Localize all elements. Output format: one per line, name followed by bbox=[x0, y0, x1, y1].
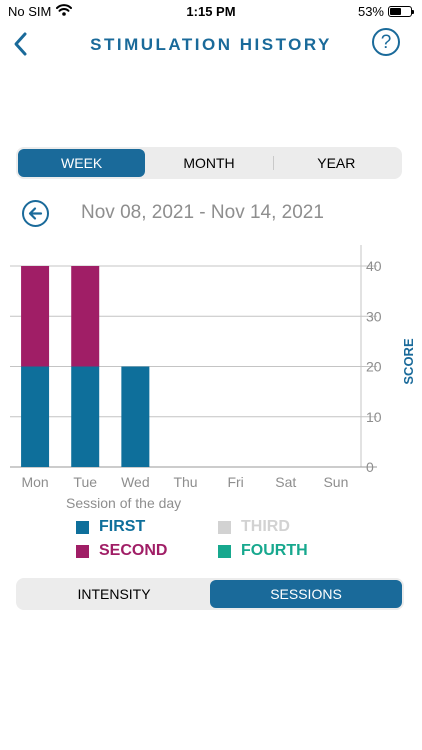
legend-swatch-third bbox=[218, 520, 231, 534]
date-range-row: Nov 08, 2021 - Nov 14, 2021 bbox=[22, 198, 402, 230]
period-segmented-control: WEEK MONTH YEAR bbox=[16, 147, 402, 179]
page-title: STIMULATION HISTORY bbox=[90, 35, 332, 54]
legend-swatch-fourth bbox=[218, 544, 231, 558]
x-tick-label: Wed bbox=[121, 474, 150, 490]
y-tick-label: 0 bbox=[366, 459, 374, 475]
arrow-left-circle-icon[interactable] bbox=[22, 200, 49, 227]
date-range-label: Nov 08, 2021 - Nov 14, 2021 bbox=[81, 202, 324, 223]
bar-first-wed bbox=[121, 366, 150, 467]
legend-item-first: FIRST bbox=[76, 518, 145, 536]
x-tick-label: Sat bbox=[275, 474, 296, 490]
wifi-icon bbox=[56, 4, 73, 19]
sessions-chart: 0 10 20 30 40 SCORE Mon Tue Wed Thu Fri Sat Sun Sessi… bbox=[0, 240, 422, 515]
tab-sessions[interactable]: SESSIONS bbox=[210, 580, 402, 608]
legend-label-first: FIRST bbox=[99, 518, 146, 535]
tab-week-label: WEEK bbox=[61, 155, 103, 171]
tab-year-label: YEAR bbox=[317, 155, 356, 171]
chart-svg: 0 10 20 30 40 SCORE Mon Tue Wed Thu Fri Sat Sun Sessi… bbox=[10, 245, 416, 511]
x-tick-label: Sun bbox=[323, 474, 348, 490]
tab-intensity[interactable]: INTENSITY bbox=[18, 580, 210, 608]
status-left: No SIM bbox=[8, 4, 73, 19]
legend-label-third: THIRD bbox=[241, 518, 290, 535]
x-axis-title: Session of the day bbox=[66, 495, 181, 511]
legend: FIRST THIRD SECOND FOURTH bbox=[76, 518, 356, 562]
mode-segmented-control: INTENSITY SESSIONS bbox=[16, 578, 404, 610]
bar-first-tue bbox=[71, 366, 100, 467]
tab-intensity-label: INTENSITY bbox=[77, 586, 151, 602]
help-icon[interactable]: ? bbox=[372, 28, 400, 56]
tab-year[interactable]: YEAR bbox=[272, 149, 400, 177]
bar-first-mon bbox=[21, 366, 50, 467]
x-tick-label: Thu bbox=[173, 474, 197, 490]
status-time: 1:15 PM bbox=[186, 4, 236, 19]
battery-icon bbox=[388, 6, 414, 17]
legend-label-fourth: FOURTH bbox=[241, 542, 308, 559]
x-tick-label: Tue bbox=[73, 474, 97, 490]
y-axis-title: SCORE bbox=[401, 338, 416, 385]
y-tick-label: 30 bbox=[366, 308, 382, 324]
x-tick-label: Mon bbox=[21, 474, 48, 490]
y-tick-label: 20 bbox=[366, 359, 382, 375]
chevron-left-icon[interactable] bbox=[10, 30, 32, 58]
segment-divider bbox=[272, 156, 274, 170]
tab-month-label: MONTH bbox=[183, 155, 235, 171]
tab-month[interactable]: MONTH bbox=[145, 149, 272, 177]
status-bar: No SIM 1:15 PM 53% bbox=[0, 0, 422, 24]
x-tick-label: Fri bbox=[227, 474, 243, 490]
tab-sessions-label: SESSIONS bbox=[270, 586, 342, 602]
legend-item-fourth: FOURTH bbox=[218, 542, 308, 560]
bar-second-mon bbox=[21, 266, 50, 367]
carrier-label: No SIM bbox=[8, 4, 52, 19]
legend-item-third: THIRD bbox=[218, 518, 290, 536]
tab-week[interactable]: WEEK bbox=[18, 149, 146, 177]
nav-bar: STIMULATION HISTORY ? bbox=[0, 24, 422, 64]
help-label: ? bbox=[380, 32, 392, 53]
y-tick-label: 40 bbox=[366, 258, 382, 274]
legend-label-second: SECOND bbox=[99, 542, 168, 559]
bar-second-tue bbox=[71, 266, 100, 367]
battery-percent: 53% bbox=[357, 4, 384, 19]
legend-swatch-first bbox=[76, 520, 89, 534]
y-tick-label: 10 bbox=[366, 409, 382, 425]
status-right: 53% bbox=[357, 4, 414, 19]
legend-swatch-second bbox=[76, 544, 89, 558]
legend-item-second: SECOND bbox=[76, 542, 167, 560]
